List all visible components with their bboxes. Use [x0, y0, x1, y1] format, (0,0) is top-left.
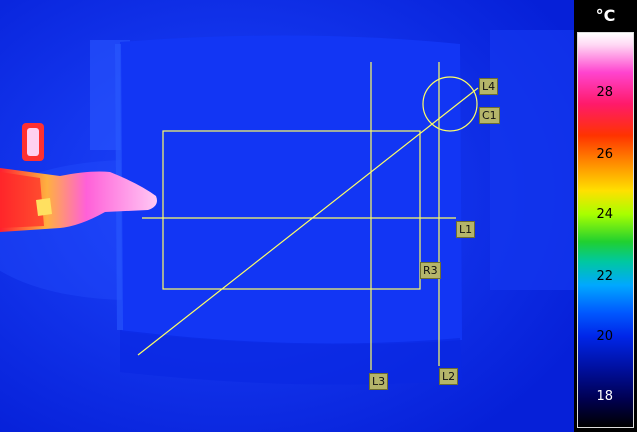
- tick-label: 18: [596, 389, 613, 404]
- tick-label: 22: [596, 269, 613, 284]
- tick-label: 28: [596, 85, 613, 100]
- tick-label: 20: [596, 329, 613, 344]
- temperature-scale-panel: °C 28 26 24 22 20 18: [574, 0, 637, 432]
- label-l1[interactable]: L1: [456, 221, 476, 238]
- unit-label: °C: [595, 6, 616, 25]
- rectangle-r3[interactable]: [162, 130, 421, 290]
- thermal-image: L4 C1 L1 R3 L2 L3: [0, 0, 574, 432]
- tick-label: 24: [596, 207, 613, 222]
- thermal-scene: [0, 0, 574, 432]
- tick-label: 26: [596, 147, 613, 162]
- color-scale-bar: 28 26 24 22 20 18: [577, 32, 634, 428]
- measurement-overlay: [137, 62, 479, 370]
- label-c1[interactable]: C1: [479, 107, 500, 124]
- label-l3[interactable]: L3: [369, 373, 389, 390]
- label-r3[interactable]: R3: [420, 262, 441, 279]
- line-l4[interactable]: [137, 87, 479, 356]
- label-l4[interactable]: L4: [479, 78, 499, 95]
- circle-c1[interactable]: [422, 76, 478, 132]
- label-l2[interactable]: L2: [439, 368, 459, 385]
